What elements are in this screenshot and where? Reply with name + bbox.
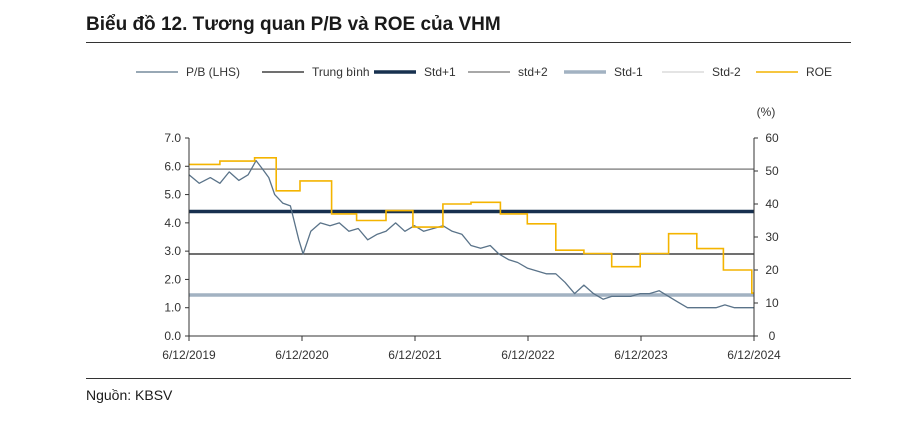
y-tick-label-left: 3.0 xyxy=(164,244,181,258)
y-tick-label-left: 2.0 xyxy=(164,272,181,286)
y-tick-label-left: 4.0 xyxy=(164,216,181,230)
y-tick-label-left: 6.0 xyxy=(164,159,181,173)
legend-label: Std-1 xyxy=(614,65,643,79)
legend: P/B (LHS) Trung bình Std+1 std+2 Std-1 Std-2 R… xyxy=(136,65,832,79)
y-tick-label-right: 20 xyxy=(765,263,779,277)
legend-label: Trung bình xyxy=(312,65,370,79)
legend-label: Std-2 xyxy=(712,65,741,79)
x-tick-label: 6/12/2020 xyxy=(275,348,329,362)
x-tick-label: 6/12/2021 xyxy=(388,348,442,362)
y-tick-label-left: 1.0 xyxy=(164,301,181,315)
y-tick-label-right: 40 xyxy=(765,197,779,211)
right-axis-unit: (%) xyxy=(757,105,776,119)
legend-label: Std+1 xyxy=(424,65,456,79)
y-tick-label-right: 30 xyxy=(765,230,779,244)
y-tick-label-right: 10 xyxy=(765,296,779,310)
legend-label: ROE xyxy=(806,65,832,79)
x-tick-label: 6/12/2023 xyxy=(614,348,668,362)
y-tick-label-left: 5.0 xyxy=(164,188,181,202)
chart-title: Biểu đồ 12. Tương quan P/B và ROE của VH… xyxy=(86,14,501,35)
legend-label: P/B (LHS) xyxy=(186,65,240,79)
y-tick-label-right: 60 xyxy=(765,131,779,145)
footer-divider xyxy=(86,378,851,379)
source-note: Nguồn: KBSV xyxy=(86,387,173,403)
x-tick-label: 6/12/2022 xyxy=(501,348,555,362)
x-tick-label: 6/12/2024 xyxy=(727,348,781,362)
y-tick-label-left: 0.0 xyxy=(164,329,181,343)
roe-line xyxy=(189,157,754,294)
x-tick-label: 6/12/2019 xyxy=(162,348,216,362)
y-tick-label-right: 50 xyxy=(765,164,779,178)
pb-line xyxy=(188,159,754,309)
reference-lines xyxy=(189,168,754,297)
y-tick-label-right: 0 xyxy=(769,329,776,343)
legend-label: std+2 xyxy=(518,65,548,79)
y-tick-label-left: 7.0 xyxy=(164,131,181,145)
chart-svg: P/B (LHS) Trung bình Std+1 std+2 Std-1 Std-2 R… xyxy=(136,65,832,362)
title-divider xyxy=(86,42,851,43)
axes: 0.0 1.0 2.0 3.0 4.0 5.0 6.0 7.0 0 10 20 30 40 50 60 6/1… xyxy=(162,131,781,362)
series-lines xyxy=(188,157,754,309)
